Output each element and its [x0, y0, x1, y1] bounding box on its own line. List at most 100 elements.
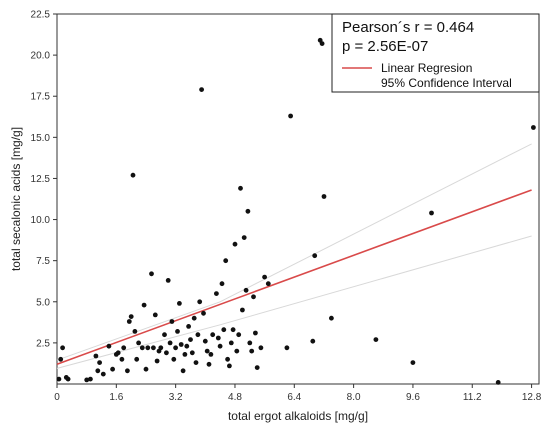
data-point	[141, 302, 147, 308]
data-point	[152, 312, 158, 318]
data-point	[130, 172, 136, 178]
data-point	[202, 338, 208, 344]
data-point	[249, 348, 255, 354]
confidence-lower	[56, 235, 532, 369]
data-point	[310, 338, 316, 344]
data-point	[100, 371, 106, 377]
legend-pearson: Pearson´s r = 0.464	[342, 19, 474, 36]
x-axis-ticks: 0 1.6 3.2 4.8 6.4 8.0 9.6 11.2 12.8	[54, 384, 542, 403]
data-point	[88, 376, 93, 382]
regression-line	[56, 189, 532, 366]
confidence-upper	[56, 143, 532, 361]
legend-confidence-label: 95% Confidence Interval	[381, 76, 512, 90]
data-point	[182, 352, 188, 357]
data-point	[191, 315, 197, 321]
data-point	[177, 301, 182, 306]
data-point	[262, 274, 267, 280]
data-point	[128, 314, 134, 319]
x-tick-label: 4.8	[228, 392, 242, 403]
data-point	[241, 235, 247, 241]
data-point	[206, 361, 212, 367]
data-point	[60, 345, 65, 351]
data-point	[167, 340, 173, 346]
data-point	[58, 356, 64, 362]
y-tick-label: 5.0	[36, 297, 50, 308]
data-point	[429, 210, 434, 216]
data-point	[93, 353, 99, 359]
y-axis-title: total secalonic acids [mg/g]	[9, 127, 23, 271]
data-point	[154, 358, 160, 364]
data-point	[197, 299, 203, 305]
data-point	[97, 360, 102, 365]
data-point	[232, 241, 238, 247]
data-point	[132, 329, 138, 334]
data-points	[56, 37, 536, 385]
data-point	[227, 363, 232, 369]
data-point	[221, 327, 227, 333]
data-point	[184, 343, 190, 349]
data-point	[145, 345, 151, 351]
data-point	[175, 329, 180, 334]
data-point	[247, 340, 253, 346]
data-point	[253, 330, 258, 336]
y-tick-label: 10.0	[31, 215, 51, 226]
data-point	[319, 41, 325, 46]
data-point	[143, 366, 149, 372]
data-point	[169, 319, 175, 324]
y-tick-label: 15.0	[31, 133, 51, 144]
data-point	[288, 113, 293, 119]
data-point	[115, 350, 121, 356]
data-point	[225, 356, 231, 362]
data-point	[65, 376, 71, 382]
data-point	[195, 332, 201, 338]
data-point	[238, 185, 243, 191]
data-point	[171, 356, 177, 362]
data-point	[162, 332, 167, 338]
y-tick-label: 20.0	[31, 51, 51, 62]
data-point	[204, 348, 210, 354]
data-point	[495, 380, 501, 385]
legend-box	[331, 13, 540, 93]
x-tick-label: 8.0	[347, 392, 361, 403]
data-point	[228, 340, 234, 346]
data-point	[136, 340, 142, 346]
data-point	[126, 319, 132, 324]
data-point	[189, 350, 195, 356]
data-point	[201, 310, 206, 316]
data-point	[110, 366, 115, 372]
data-point	[254, 365, 260, 370]
data-point	[531, 125, 536, 130]
x-tick-label: 6.4	[287, 392, 301, 403]
x-tick-label: 9.6	[406, 392, 420, 403]
data-point	[125, 368, 130, 374]
data-point	[164, 350, 169, 356]
regression-layer	[56, 189, 532, 366]
data-point	[149, 271, 154, 277]
data-point	[230, 327, 236, 333]
x-axis-title: total ergot alkaloids [mg/g]	[228, 409, 368, 423]
data-point	[214, 291, 219, 296]
data-point	[236, 332, 242, 338]
data-point	[121, 345, 127, 351]
x-tick-label: 1.6	[109, 392, 123, 403]
data-point	[56, 376, 62, 382]
confidence-interval	[56, 143, 532, 369]
x-tick-label: 3.2	[169, 392, 183, 403]
data-point	[243, 287, 249, 293]
data-point	[251, 294, 256, 300]
legend-pvalue: p = 2.56E-07	[342, 38, 428, 55]
data-point	[215, 335, 221, 341]
data-point	[410, 360, 416, 365]
data-point	[217, 343, 223, 349]
data-point	[119, 356, 125, 362]
data-point	[178, 342, 184, 347]
y-tick-label: 22.5	[31, 10, 51, 21]
data-point	[265, 281, 271, 287]
data-point	[210, 332, 216, 338]
data-point	[223, 258, 229, 264]
data-point	[258, 345, 264, 351]
data-point	[329, 315, 334, 321]
data-point	[188, 337, 193, 342]
data-point	[234, 348, 240, 354]
